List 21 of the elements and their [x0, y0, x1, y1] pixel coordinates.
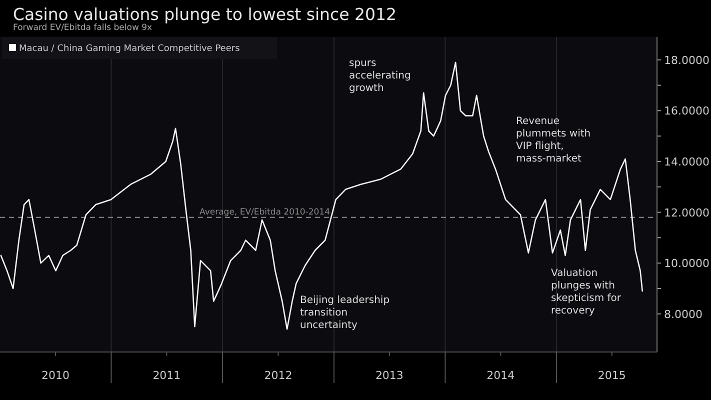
x-tick-label: 2015 [598, 369, 626, 382]
x-tick-label: 2011 [152, 369, 181, 382]
annotation: Revenue plummets with VIP flight, mass-market [516, 116, 591, 164]
x-tick-label: 2010 [41, 369, 70, 382]
legend-label: Macau / China Gaming Market Competitive Peers [19, 44, 240, 54]
annotation: Valuation plunges with skepticism for recovery [551, 268, 622, 316]
y-tick-label: 18.0000 [664, 54, 710, 67]
chart-title: Casino valuations plunge to lowest since 2012 [13, 5, 396, 24]
y-tick-label: 12.0000 [664, 206, 710, 220]
y-tick-label: 8.0000 [664, 308, 702, 321]
ref-line-label: Average, EV/Ebitda 2010-2014 [200, 207, 330, 218]
chart-subtitle: Forward EV/Ebitda falls below 9x [13, 23, 152, 33]
annotation: Beijing leadership transition uncertainty [300, 295, 390, 331]
y-tick-label: 14.0000 [664, 155, 710, 168]
annotation: spurs accelerating growth [349, 58, 411, 94]
line-series [0, 62, 644, 330]
y-tick-label: 16.0000 [664, 104, 710, 118]
x-tick-label: 2014 [486, 369, 515, 382]
y-tick-label: 10.0000 [664, 257, 710, 270]
x-tick-label: 2012 [264, 369, 292, 382]
x-tick-label: 2013 [375, 369, 404, 382]
